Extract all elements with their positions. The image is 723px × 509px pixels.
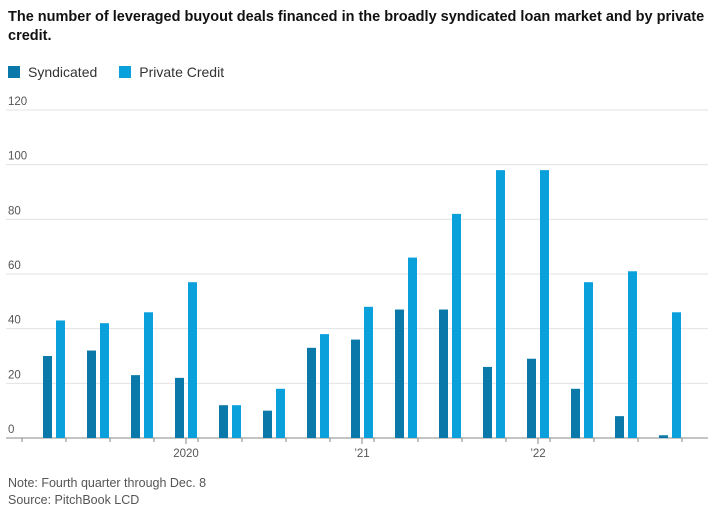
bar-private-credit-12 bbox=[540, 170, 549, 438]
y-tick-label-0: 0 bbox=[8, 424, 14, 436]
legend-item-syndicated: Syndicated bbox=[8, 64, 97, 80]
bar-private-credit-13 bbox=[584, 282, 593, 438]
bar-syndicated-1 bbox=[43, 356, 52, 438]
bar-syndicated-8 bbox=[351, 339, 360, 438]
bar-private-credit-5 bbox=[232, 405, 241, 438]
bar-syndicated-2 bbox=[87, 350, 96, 438]
y-tick-label-80: 80 bbox=[8, 205, 21, 217]
bar-syndicated-6 bbox=[263, 410, 272, 438]
bar-syndicated-10 bbox=[439, 309, 448, 438]
bar-private-credit-9 bbox=[408, 257, 417, 438]
legend-item-private-credit: Private Credit bbox=[119, 64, 224, 80]
bar-syndicated-5 bbox=[219, 405, 228, 438]
bar-syndicated-7 bbox=[307, 347, 316, 438]
bar-syndicated-4 bbox=[175, 377, 184, 438]
legend: Syndicated Private Credit bbox=[8, 63, 246, 81]
bar-syndicated-11 bbox=[483, 366, 492, 438]
bar-private-credit-8 bbox=[364, 306, 373, 438]
bar-private-credit-1 bbox=[56, 320, 65, 438]
bar-syndicated-3 bbox=[131, 375, 140, 438]
bar-private-credit-3 bbox=[144, 312, 153, 438]
y-tick-label-20: 20 bbox=[8, 369, 21, 381]
bar-private-credit-4 bbox=[188, 282, 197, 438]
legend-label-private-credit: Private Credit bbox=[139, 64, 225, 80]
bar-private-credit-14 bbox=[628, 271, 637, 438]
y-tick-label-100: 100 bbox=[8, 151, 27, 163]
x-tick-label-7: ’21 bbox=[354, 448, 369, 460]
bar-syndicated-15 bbox=[659, 435, 668, 438]
bar-syndicated-13 bbox=[571, 388, 580, 438]
legend-swatch-private-credit bbox=[119, 66, 132, 78]
y-tick-label-60: 60 bbox=[8, 260, 21, 272]
bar-syndicated-14 bbox=[615, 416, 624, 438]
bar-private-credit-6 bbox=[276, 388, 285, 438]
y-tick-label-120: 120 bbox=[8, 96, 27, 108]
bar-private-credit-10 bbox=[452, 213, 461, 438]
legend-swatch-syndicated bbox=[8, 66, 20, 78]
bar-syndicated-12 bbox=[527, 358, 536, 438]
y-tick-label-40: 40 bbox=[8, 315, 21, 327]
note-text: Note: Fourth quarter through Dec. 8 bbox=[8, 476, 207, 490]
x-tick-label-3: 2020 bbox=[173, 448, 199, 460]
legend-label-syndicated: Syndicated bbox=[28, 64, 98, 80]
bar-syndicated-9 bbox=[395, 309, 404, 438]
bar-private-credit-7 bbox=[320, 334, 329, 438]
chart-title: The number of leveraged buyout deals fin… bbox=[8, 9, 705, 44]
bar-private-credit-15 bbox=[672, 312, 681, 438]
x-tick-label-11: ’22 bbox=[530, 448, 545, 460]
bar-private-credit-2 bbox=[100, 323, 109, 438]
footnotes: Note: Fourth quarter through Dec. 8 Sour… bbox=[8, 475, 206, 509]
bar-private-credit-11 bbox=[496, 170, 505, 438]
source-text: Source: PitchBook LCD bbox=[8, 493, 140, 507]
